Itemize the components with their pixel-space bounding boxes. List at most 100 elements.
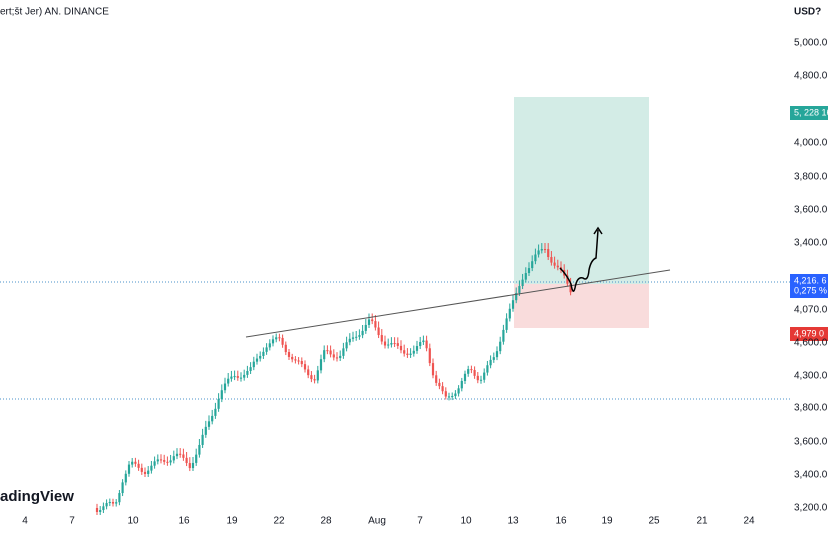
candles xyxy=(95,243,572,515)
candle xyxy=(323,350,326,360)
candle xyxy=(425,340,428,349)
candle xyxy=(409,353,412,355)
candle xyxy=(406,353,409,355)
time-label: 16 xyxy=(555,516,567,527)
candle xyxy=(204,426,207,435)
candle xyxy=(255,358,259,362)
price-label: 3,600.0 xyxy=(794,205,828,216)
candle xyxy=(457,388,460,394)
symbol-title: ert;št Jer) AN. DINANCE xyxy=(0,7,109,18)
candle xyxy=(127,464,131,474)
candle xyxy=(367,319,371,325)
candle xyxy=(153,461,156,466)
candle xyxy=(121,482,124,494)
axis-unit: USD? xyxy=(794,7,821,18)
change-label: 0,275 % xyxy=(794,285,827,295)
candle xyxy=(390,343,393,345)
stop-label: 4,979 0 xyxy=(794,328,824,338)
candle xyxy=(217,399,220,409)
price-label: 3,400.0 xyxy=(794,238,828,249)
current-tag xyxy=(790,274,828,298)
price-label: 4,070.0 xyxy=(794,305,828,316)
candle xyxy=(451,396,454,398)
price-label: 4,800.0 xyxy=(794,71,828,82)
time-label: 21 xyxy=(696,516,708,527)
candle xyxy=(211,415,214,422)
time-label: 10 xyxy=(127,516,139,527)
time-label: 7 xyxy=(417,516,423,527)
candle xyxy=(278,337,281,339)
candle xyxy=(99,510,102,512)
price-label: 3,800.0 xyxy=(794,172,828,183)
candle xyxy=(287,352,291,357)
time-label: 16 xyxy=(178,516,190,527)
target-label: 5, 228 16 xyxy=(794,107,828,117)
candle xyxy=(422,340,425,343)
candle xyxy=(262,351,265,356)
candle xyxy=(364,324,367,331)
watermark: adingView xyxy=(0,488,74,505)
candle xyxy=(428,348,431,364)
candle xyxy=(380,335,383,342)
candle xyxy=(316,370,319,381)
price-label: 5,000.0 xyxy=(794,38,828,49)
candle xyxy=(505,318,508,330)
candle xyxy=(454,393,457,397)
candle xyxy=(275,337,278,340)
candle xyxy=(387,344,390,346)
candle xyxy=(345,342,348,349)
candle xyxy=(540,249,543,251)
candle xyxy=(492,357,495,360)
candle xyxy=(335,357,339,359)
candle xyxy=(307,369,310,376)
candle xyxy=(473,370,476,376)
candle xyxy=(230,376,233,379)
candle xyxy=(547,249,550,258)
time-label: 10 xyxy=(460,516,472,527)
time-label: 25 xyxy=(648,516,660,527)
candle xyxy=(396,343,399,346)
candle xyxy=(163,460,166,462)
candle xyxy=(182,454,185,458)
candle xyxy=(355,336,358,338)
target-tag xyxy=(790,106,828,120)
candle xyxy=(310,375,313,380)
candle xyxy=(412,350,415,354)
stop-zone xyxy=(514,284,649,328)
candle xyxy=(191,462,195,469)
candle xyxy=(438,382,441,387)
candle xyxy=(441,386,444,392)
candle xyxy=(511,300,515,309)
candle xyxy=(179,453,182,455)
candle xyxy=(447,396,451,398)
time-label: Aug xyxy=(368,516,386,527)
candle xyxy=(479,379,483,381)
candle xyxy=(566,275,569,284)
time-label: 24 xyxy=(743,516,755,527)
candle xyxy=(188,463,191,469)
candle xyxy=(377,327,380,336)
candle xyxy=(271,339,275,344)
price-label: 3,400.0 xyxy=(794,470,828,481)
candle xyxy=(467,369,470,374)
candle xyxy=(351,337,355,339)
current-label: 4,216. 6 xyxy=(794,275,827,285)
trendline xyxy=(245,269,671,338)
stop-tag xyxy=(790,327,828,341)
candle xyxy=(550,257,553,263)
candle xyxy=(569,283,572,293)
candle xyxy=(524,273,527,280)
candle xyxy=(444,391,447,397)
candle xyxy=(150,465,153,471)
time-label: 19 xyxy=(226,516,238,527)
candle xyxy=(483,372,486,380)
candle xyxy=(358,335,361,337)
candle xyxy=(476,375,479,381)
candle xyxy=(137,463,140,468)
candle xyxy=(527,268,531,274)
candle xyxy=(537,250,540,255)
candle xyxy=(300,361,303,365)
candle xyxy=(239,377,243,379)
candle xyxy=(243,374,246,378)
